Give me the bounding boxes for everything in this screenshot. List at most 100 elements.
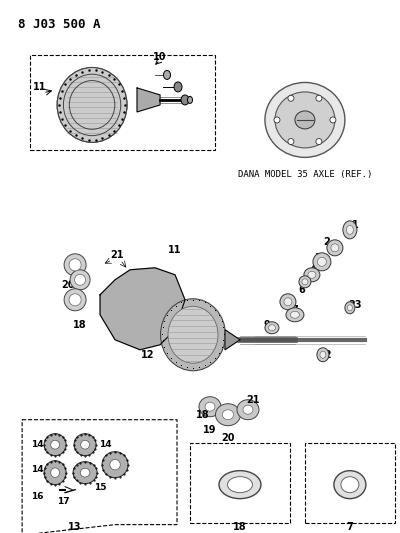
Ellipse shape (320, 351, 326, 358)
Polygon shape (22, 419, 177, 533)
Ellipse shape (316, 139, 322, 144)
Ellipse shape (69, 259, 81, 271)
Ellipse shape (237, 400, 259, 419)
Text: 22: 22 (318, 350, 332, 360)
Text: 21: 21 (110, 250, 124, 260)
Ellipse shape (181, 95, 189, 105)
Text: 14: 14 (31, 465, 44, 474)
Ellipse shape (243, 405, 253, 414)
Text: 14: 14 (31, 440, 44, 449)
Text: 16: 16 (31, 492, 43, 501)
Ellipse shape (44, 434, 66, 456)
Ellipse shape (110, 459, 120, 470)
Ellipse shape (317, 348, 329, 362)
Ellipse shape (216, 403, 240, 426)
Ellipse shape (345, 302, 355, 314)
Ellipse shape (347, 305, 352, 311)
Ellipse shape (64, 289, 86, 311)
Text: 20: 20 (61, 280, 75, 290)
Ellipse shape (286, 308, 304, 322)
Text: 3: 3 (314, 253, 321, 263)
Ellipse shape (205, 402, 215, 411)
Bar (305, 443, 395, 523)
Text: 9: 9 (264, 320, 270, 330)
Ellipse shape (288, 95, 294, 101)
Ellipse shape (299, 276, 311, 288)
Text: 17: 17 (57, 497, 70, 506)
Ellipse shape (341, 477, 359, 492)
Ellipse shape (228, 477, 252, 492)
Ellipse shape (288, 139, 294, 144)
Text: 20: 20 (221, 433, 235, 443)
Ellipse shape (164, 70, 170, 79)
Text: 13: 13 (68, 522, 82, 531)
Text: DANA MODEL 35 AXLE (REF.): DANA MODEL 35 AXLE (REF.) (238, 170, 372, 179)
Ellipse shape (280, 294, 296, 310)
Ellipse shape (44, 461, 66, 484)
Text: 12: 12 (141, 350, 155, 360)
Ellipse shape (73, 462, 97, 483)
Text: 7: 7 (346, 522, 353, 531)
Ellipse shape (316, 95, 322, 101)
Text: 8: 8 (282, 295, 288, 305)
Text: 21: 21 (246, 395, 260, 405)
Text: 15: 15 (94, 483, 106, 492)
Bar (190, 443, 290, 523)
Polygon shape (137, 88, 160, 112)
Text: 7: 7 (292, 305, 298, 315)
Ellipse shape (290, 311, 300, 318)
Text: 23: 23 (348, 300, 362, 310)
Ellipse shape (313, 253, 331, 271)
Text: 10: 10 (153, 52, 167, 62)
Text: 5: 5 (304, 270, 310, 280)
Text: 8 J03 500 A: 8 J03 500 A (18, 18, 101, 31)
Ellipse shape (51, 440, 60, 449)
Text: 4: 4 (310, 265, 316, 275)
Ellipse shape (274, 117, 280, 123)
Ellipse shape (302, 279, 308, 285)
Ellipse shape (275, 92, 335, 148)
Ellipse shape (57, 68, 127, 142)
Text: 6: 6 (298, 285, 305, 295)
Ellipse shape (219, 471, 261, 499)
Text: 18: 18 (196, 410, 210, 419)
Ellipse shape (318, 257, 326, 266)
Ellipse shape (334, 471, 366, 499)
Ellipse shape (102, 451, 128, 478)
Ellipse shape (174, 82, 182, 92)
Ellipse shape (284, 298, 292, 306)
Text: 18: 18 (233, 522, 247, 531)
Ellipse shape (330, 117, 336, 123)
Text: 14: 14 (99, 440, 111, 449)
Text: 11: 11 (168, 245, 182, 255)
Ellipse shape (160, 299, 226, 371)
Ellipse shape (74, 434, 96, 456)
Ellipse shape (51, 468, 60, 478)
Text: 11: 11 (33, 82, 47, 92)
Ellipse shape (308, 271, 316, 278)
Ellipse shape (265, 83, 345, 157)
Ellipse shape (295, 111, 315, 129)
Text: 18: 18 (73, 320, 87, 330)
Polygon shape (225, 330, 240, 350)
Ellipse shape (199, 397, 221, 417)
Text: 19: 19 (203, 425, 217, 435)
Ellipse shape (265, 322, 279, 334)
Ellipse shape (343, 221, 357, 239)
Ellipse shape (81, 440, 90, 449)
Polygon shape (100, 268, 185, 350)
Ellipse shape (80, 469, 90, 477)
Bar (30, 55, 215, 150)
Ellipse shape (64, 254, 86, 276)
Ellipse shape (222, 410, 234, 419)
Ellipse shape (74, 274, 86, 285)
Ellipse shape (188, 96, 192, 103)
Text: 2: 2 (324, 237, 330, 247)
Ellipse shape (331, 244, 339, 252)
Text: 1: 1 (352, 220, 358, 230)
Ellipse shape (69, 294, 81, 306)
Ellipse shape (304, 268, 320, 282)
Ellipse shape (70, 270, 90, 290)
Text: 19: 19 (68, 300, 82, 310)
Ellipse shape (346, 225, 353, 235)
